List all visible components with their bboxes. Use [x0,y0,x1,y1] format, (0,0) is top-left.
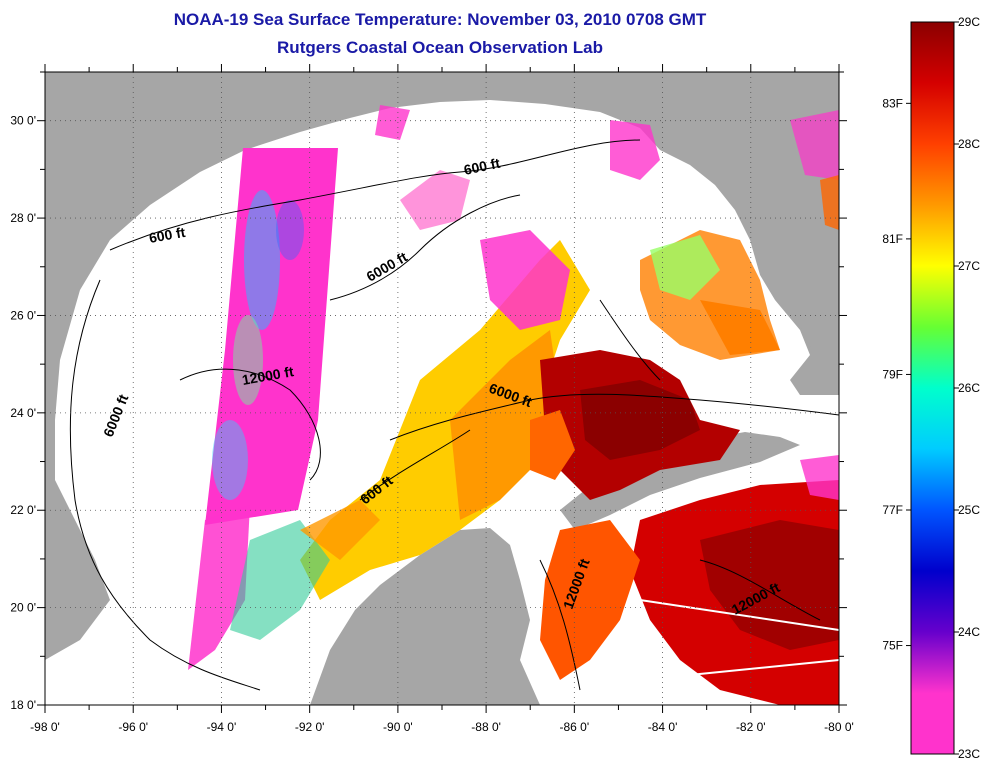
lon-tick-label: -80 0' [824,720,854,734]
lon-tick-label: -94 0' [207,720,237,734]
axis-ticks: -98 0' -96 0' -94 0' -92 0' -90 0' -88 0' -86 … [10,64,854,734]
fahrenheit-label: 79F [882,367,903,381]
lat-tick-label: 22 0' [10,503,36,517]
lat-tick-label: 26 0' [10,308,36,322]
lat-tick-label: 20 0' [10,601,36,615]
celsius-label: 25C [958,503,980,517]
map-grid [45,72,839,705]
celsius-label: 28C [958,137,980,151]
bathymetry-contours [69,139,839,691]
lat-tick-label: 24 0' [10,406,36,420]
lat-tick-label: 18 0' [10,698,36,712]
map-subtitle: Rutgers Coastal Ocean Observation Lab [277,38,603,57]
sst-data [188,105,839,705]
celsius-label: 27C [958,259,980,273]
celsius-label: 29C [958,15,980,29]
fahrenheit-label: 77F [882,503,903,517]
lon-tick-label: -82 0' [736,720,766,734]
fahrenheit-label: 81F [882,232,903,246]
fahrenheit-label: 75F [882,639,903,653]
lon-tick-label: -92 0' [295,720,325,734]
lon-tick-label: -90 0' [383,720,413,734]
celsius-label: 23C [958,747,980,761]
colorbar [910,21,955,755]
cuba-land [560,432,800,530]
yucatan-land [310,528,540,705]
lat-tick-label: 28 0' [10,211,36,225]
contour-label: 600 ft [148,224,187,246]
celsius-label: 24C [958,625,980,639]
contour-label: 600 ft [462,155,501,178]
lon-tick-label: -88 0' [471,720,501,734]
celsius-label: 26C [958,381,980,395]
map-title: NOAA-19 Sea Surface Temperature: Novembe… [173,10,707,29]
fahrenheit-label: 83F [882,96,903,110]
lon-tick-label: -84 0' [648,720,678,734]
lon-tick-label: -86 0' [560,720,590,734]
lat-tick-label: 30 0' [10,114,36,128]
lon-tick-label: -98 0' [30,720,60,734]
lon-tick-label: -96 0' [118,720,148,734]
